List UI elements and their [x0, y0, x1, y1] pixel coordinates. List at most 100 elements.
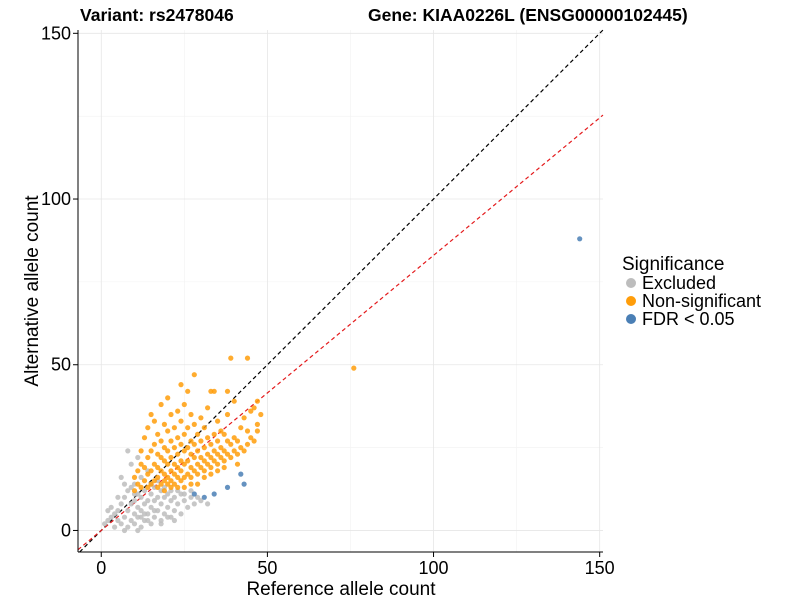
data-point — [181, 474, 187, 480]
data-point — [218, 454, 224, 461]
data-point — [138, 514, 144, 520]
data-point — [195, 461, 201, 467]
data-point — [135, 527, 141, 534]
data-point — [171, 517, 177, 524]
data-point — [208, 441, 214, 447]
data-point — [185, 388, 191, 394]
data-point — [224, 438, 231, 444]
data-point — [201, 458, 207, 464]
data-point — [165, 504, 171, 510]
data-point — [131, 488, 138, 494]
data-point — [191, 501, 197, 507]
x-tick-label: 100 — [419, 558, 449, 578]
legend: Significance Excluded Non-significant FD… — [622, 254, 761, 329]
data-point — [102, 521, 108, 527]
data-point — [148, 504, 154, 510]
data-point — [131, 521, 138, 527]
data-point — [238, 425, 244, 431]
data-point — [171, 425, 177, 431]
legend-label-excluded: Excluded — [642, 273, 716, 293]
data-point — [221, 464, 227, 471]
data-point — [158, 401, 164, 408]
data-point — [168, 454, 174, 461]
data-point — [138, 448, 144, 454]
data-point — [112, 511, 118, 517]
data-point — [215, 438, 221, 444]
data-point — [171, 508, 177, 514]
data-point — [131, 498, 138, 504]
data-point — [254, 428, 260, 434]
data-point — [148, 491, 154, 497]
data-point — [141, 464, 148, 471]
data-point — [188, 488, 194, 494]
data-point — [168, 411, 174, 418]
data-point — [148, 448, 154, 454]
data-point — [191, 454, 197, 461]
data-point — [198, 498, 204, 504]
data-point — [148, 521, 154, 527]
data-point — [168, 498, 174, 504]
data-point — [254, 421, 260, 427]
data-point — [181, 491, 187, 497]
data-point — [105, 508, 111, 514]
data-point — [224, 388, 231, 394]
data-point — [254, 398, 260, 404]
data-point — [158, 501, 164, 507]
data-point — [135, 468, 141, 474]
data-point — [198, 454, 204, 461]
data-point — [138, 461, 144, 467]
data-point — [178, 468, 184, 474]
data-point — [228, 441, 234, 447]
data-point — [221, 458, 227, 464]
data-point — [125, 448, 131, 454]
data-point — [175, 408, 181, 414]
data-point — [165, 428, 171, 434]
data-point — [158, 438, 164, 444]
y-tick-label: 150 — [41, 23, 71, 43]
data-point — [148, 481, 154, 487]
data-point — [158, 454, 164, 461]
data-point — [181, 461, 187, 467]
data-point — [175, 501, 181, 507]
data-point — [244, 355, 251, 361]
data-point — [248, 435, 254, 441]
data-point — [118, 501, 124, 507]
data-point — [251, 438, 257, 444]
data-point — [577, 236, 583, 242]
data-point — [131, 511, 138, 517]
data-point — [238, 471, 244, 477]
data-point — [155, 431, 161, 437]
data-point — [128, 461, 134, 467]
data-point — [191, 441, 197, 447]
data-point — [185, 504, 191, 510]
data-point — [148, 468, 154, 474]
data-point — [168, 438, 174, 444]
data-point — [128, 517, 134, 524]
data-point — [138, 508, 144, 514]
data-point — [151, 478, 157, 484]
data-point — [188, 494, 194, 500]
data-point — [121, 527, 128, 534]
legend-title: Significance — [622, 254, 724, 275]
data-point — [138, 524, 144, 530]
data-point — [211, 388, 217, 394]
data-point — [165, 448, 171, 454]
data-point — [155, 464, 161, 471]
data-point — [218, 445, 224, 451]
data-point — [148, 411, 154, 418]
data-point — [115, 494, 121, 500]
y-tick-label: 100 — [41, 189, 71, 209]
legend-label-fdr: FDR < 0.05 — [642, 309, 735, 329]
data-point — [198, 415, 204, 421]
data-point — [221, 431, 227, 437]
data-point — [165, 474, 171, 480]
data-point — [181, 431, 187, 437]
data-point — [211, 448, 217, 454]
data-point — [118, 521, 124, 527]
data-point — [141, 478, 148, 484]
data-point — [181, 448, 187, 454]
data-point — [188, 451, 194, 457]
ref-line-identity — [79, 29, 604, 553]
data-point — [188, 411, 194, 418]
data-point — [211, 431, 217, 437]
